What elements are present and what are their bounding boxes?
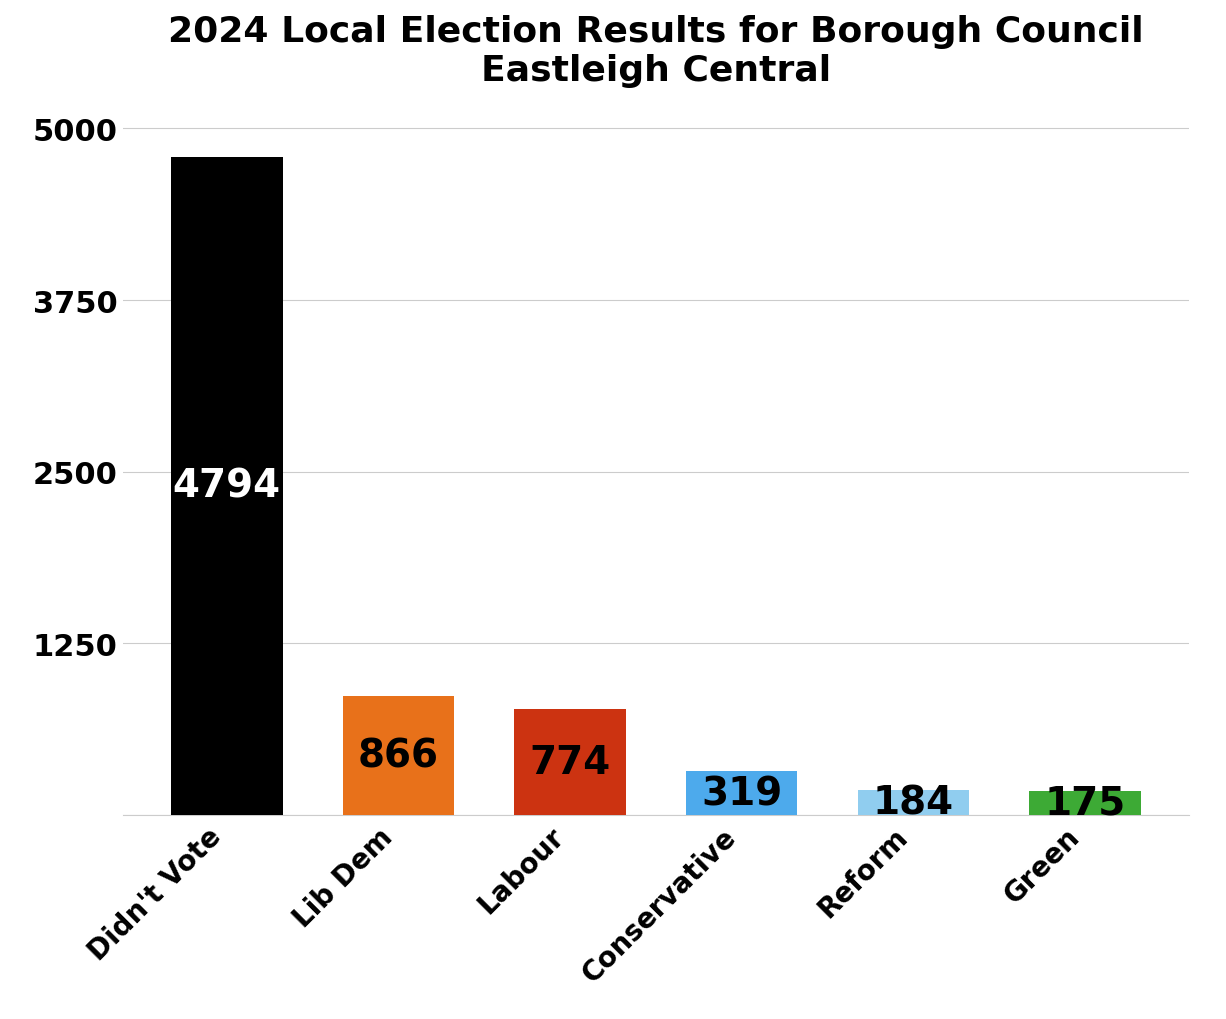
Title: 2024 Local Election Results for Borough Council
Eastleigh Central: 2024 Local Election Results for Borough …	[168, 14, 1144, 88]
Text: 866: 866	[358, 737, 439, 774]
Text: 4794: 4794	[173, 468, 281, 505]
Text: 319: 319	[701, 774, 782, 812]
Bar	[172, 158, 283, 815]
Text: 175: 175	[1045, 785, 1125, 822]
Bar	[343, 696, 455, 815]
Text: 184: 184	[873, 784, 954, 821]
Bar	[515, 709, 626, 815]
Bar	[685, 771, 797, 815]
Text: 774: 774	[530, 743, 611, 782]
Bar	[857, 790, 969, 815]
Bar	[1029, 791, 1140, 815]
